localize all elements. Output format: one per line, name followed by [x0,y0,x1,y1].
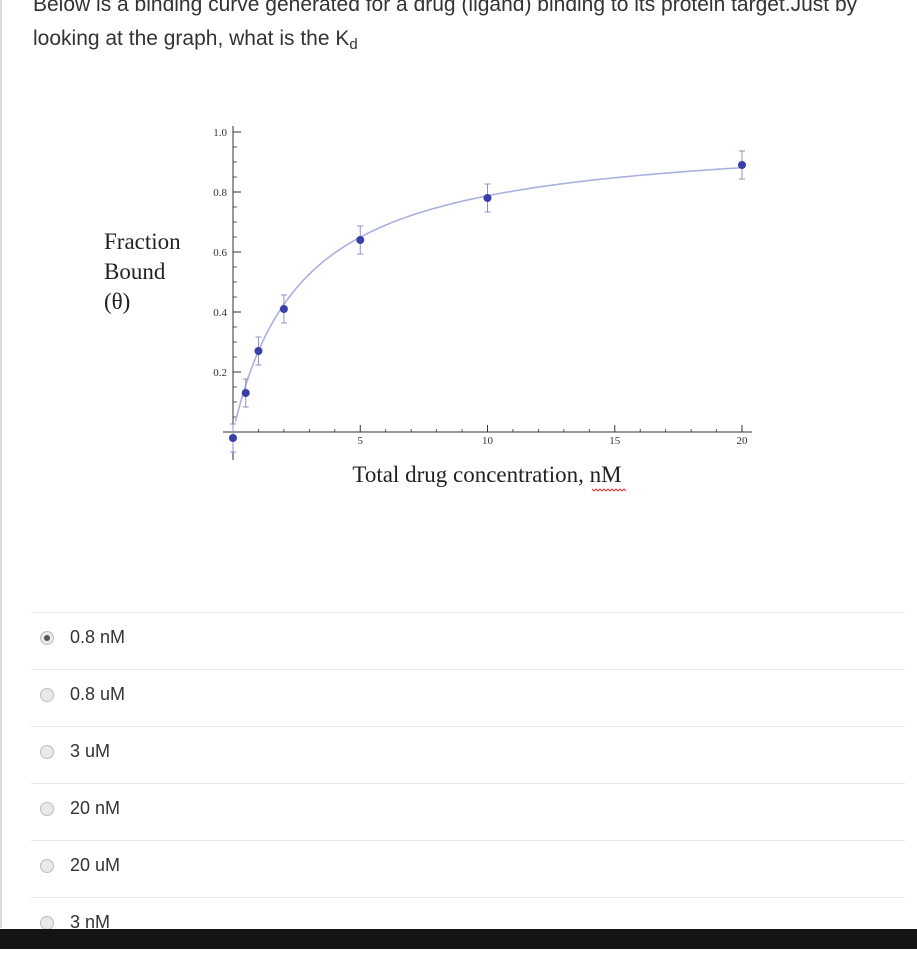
radio-button[interactable] [40,802,54,816]
radio-button[interactable] [40,745,54,759]
data-point [483,194,492,202]
question-line-2: looking at the graph, what is the Kd [33,22,913,58]
answer-label: 3 uM [70,741,111,761]
answer-option[interactable]: 0.8 nM [31,612,905,669]
x-tick-label: 10 [482,435,494,447]
data-point [241,389,250,397]
radio-button[interactable] [40,631,54,645]
y-tick-label: 0.8 [213,187,227,199]
answer-option[interactable]: 3 uM [31,726,905,783]
x-axis-label-text: Total drug concentration, [352,462,589,487]
y-axis-label: Bound [104,259,166,284]
answer-label: 3 nM [70,912,111,932]
y-axis-label: Fraction [104,229,181,254]
answer-list: 0.8 nM 0.8 uM 3 uM 20 nM 20 uM 3 nM [31,612,905,954]
y-axis-label: (θ) [104,289,130,314]
answer-option[interactable]: 0.8 uM [31,669,905,726]
fit-curve [234,166,743,422]
answer-option[interactable]: 20 uM [31,840,905,897]
data-point [356,236,365,244]
question-line-2-text: looking at the graph, what is the K [33,27,350,50]
question-text: Below is a binding curve generated for a… [33,0,913,58]
x-axis-unit: nM [590,462,622,487]
data-point [229,434,237,442]
answer-label: 20 nM [70,798,121,818]
spellcheck-underline [591,488,627,492]
radio-button[interactable] [40,916,54,930]
binding-curve-chart: 0.2 0.4 0.6 0.8 1.0 5 10 15 20 Fraction Bound (θ) To… [104,126,752,492]
y-tick-label: 0.2 [213,367,227,379]
y-tick-label: 1.0 [213,127,227,139]
answer-label: 0.8 uM [70,684,126,704]
radio-button[interactable] [40,688,54,702]
answer-label: 0.8 nM [70,627,126,647]
x-tick-label: 15 [609,435,621,447]
answer-option[interactable]: 3 nM [31,897,905,954]
x-tick-label: 20 [737,435,749,447]
data-point [738,161,746,169]
data-point [254,347,263,355]
bottom-bar [0,929,917,949]
kd-subscript: d [349,36,358,53]
content-border [0,0,2,928]
y-tick-label: 0.4 [213,307,227,319]
x-axis-label: Total drug concentration, nM [352,462,621,487]
radio-button[interactable] [40,859,54,873]
answer-option[interactable]: 20 nM [31,783,905,840]
answer-label: 20 uM [70,855,121,875]
question-line-1: Below is a binding curve generated for a… [33,0,858,16]
y-tick-label: 0.6 [213,247,227,259]
x-tick-label: 5 [358,435,364,447]
data-point [279,305,288,313]
